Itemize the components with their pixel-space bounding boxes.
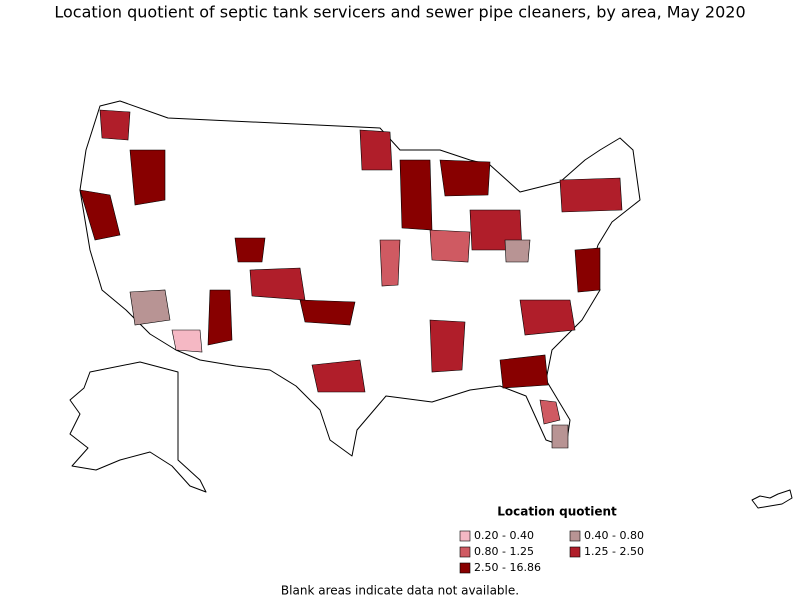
region	[379, 239, 401, 287]
map-title: Location quotient of septic tank service…	[54, 3, 745, 22]
alaska	[69, 361, 207, 493]
region	[249, 267, 306, 301]
legend-swatch	[569, 530, 581, 542]
legend-label: 0.20 - 0.40	[474, 529, 534, 542]
map	[69, 100, 793, 509]
legend-swatch	[459, 546, 471, 558]
legend-swatch	[569, 546, 581, 558]
region	[99, 109, 131, 141]
region	[311, 359, 366, 393]
region	[129, 289, 171, 326]
region	[429, 319, 466, 373]
region	[429, 229, 471, 263]
legend-swatch	[459, 562, 471, 574]
region	[79, 189, 121, 241]
region	[129, 149, 166, 206]
region	[559, 177, 623, 213]
legend-label: 2.50 - 16.86	[474, 561, 541, 574]
region	[207, 289, 233, 346]
hawaii	[751, 489, 793, 509]
region	[574, 247, 601, 293]
map-regions	[79, 109, 623, 449]
footnote: Blank areas indicate data not available.	[281, 584, 519, 598]
legend-swatch	[459, 530, 471, 542]
legend-label: 1.25 - 2.50	[584, 545, 644, 558]
region	[359, 129, 393, 171]
legend: 0.20 - 0.40 0.40 - 0.80 0.80 - 1.25 1.25 - …	[459, 529, 644, 574]
legend-label: 0.40 - 0.80	[584, 529, 644, 542]
region	[439, 159, 491, 197]
region	[399, 159, 433, 231]
legend-label: 0.80 - 1.25	[474, 545, 534, 558]
region	[171, 329, 203, 353]
region	[504, 239, 531, 263]
region	[234, 237, 266, 263]
region	[519, 299, 576, 336]
region	[539, 399, 561, 425]
region	[499, 354, 549, 389]
region	[299, 299, 356, 326]
legend-title: Location quotient	[497, 505, 617, 519]
region	[551, 424, 569, 449]
